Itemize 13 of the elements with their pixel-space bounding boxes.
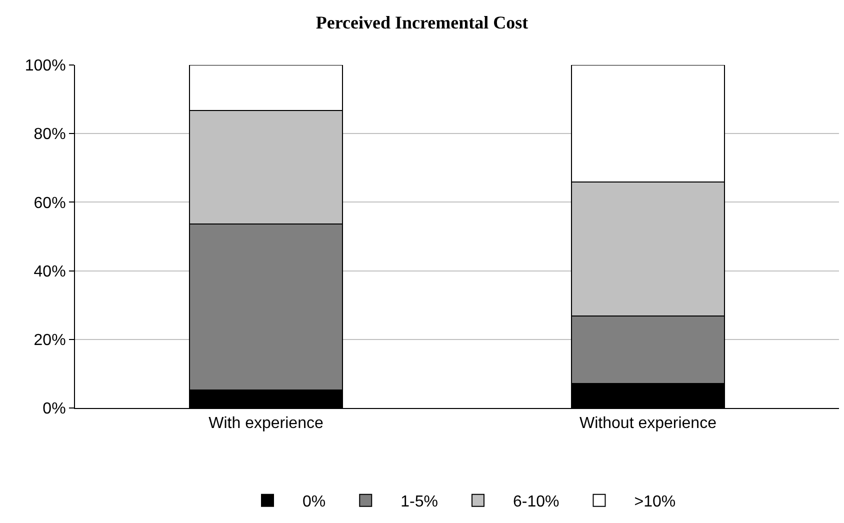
legend-label: 1-5% bbox=[400, 494, 438, 511]
x-tick-label: With experience bbox=[208, 415, 324, 432]
x-tick-label: Without experience bbox=[580, 415, 717, 432]
legend-label: 6-10% bbox=[512, 494, 560, 511]
y-tick-label: 40% bbox=[34, 263, 66, 280]
chart-title: Perceived Incremental Cost bbox=[316, 12, 528, 32]
legend-label: 0% bbox=[302, 494, 326, 511]
y-tick-label: 80% bbox=[34, 126, 66, 144]
legend-label: >10% bbox=[634, 494, 676, 511]
y-tick-label: 100% bbox=[24, 58, 66, 75]
y-tick-label: 60% bbox=[34, 194, 66, 212]
y-tick-label: 0% bbox=[42, 400, 66, 418]
y-tick-label: 20% bbox=[34, 332, 66, 349]
